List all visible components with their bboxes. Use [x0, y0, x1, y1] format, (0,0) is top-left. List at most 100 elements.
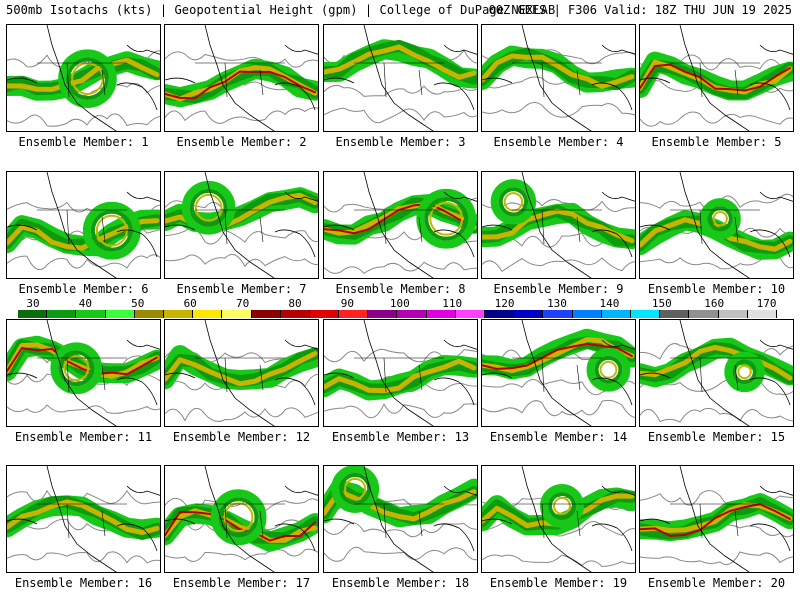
- map-plot: [324, 320, 477, 426]
- jet-core: [165, 351, 318, 387]
- closed-low-ring: [490, 179, 537, 225]
- coastline: [640, 320, 793, 426]
- ensemble-member-label: Ensemble Member: 7: [176, 282, 307, 296]
- colorbar-tick-label: 160: [704, 297, 725, 310]
- height-contour: [324, 107, 477, 124]
- closed-low-ring: [424, 196, 469, 241]
- closed-low-ring: [223, 502, 254, 533]
- closed-low-ring: [331, 466, 380, 513]
- ensemble-member-label: Ensemble Member: 9: [493, 282, 624, 296]
- country-border: [512, 503, 602, 539]
- ensemble-panel: [481, 171, 636, 279]
- closed-low-ring: [344, 477, 367, 500]
- height-contour: [165, 548, 318, 562]
- map-plot: [324, 25, 477, 131]
- height-contour: [7, 404, 160, 414]
- jet-max: [640, 503, 791, 537]
- colorbar-tick-label: 120: [494, 297, 515, 310]
- map-plot: [482, 172, 635, 278]
- closed-low-ring: [63, 355, 90, 382]
- ensemble-member-label: Ensemble Member: 5: [651, 135, 782, 149]
- colorbar-tick-label: 80: [288, 297, 302, 310]
- colorbar-segment: [18, 310, 48, 318]
- ensemble-panel: [6, 319, 161, 427]
- map-plot: [324, 172, 477, 278]
- closed-low-ring: [737, 364, 752, 380]
- ensemble-panel: [639, 465, 794, 573]
- ensemble-panel: [6, 465, 161, 573]
- coastline: [7, 172, 160, 278]
- map-plot: [482, 466, 635, 572]
- ensemble-panel: [164, 465, 319, 573]
- height-contour: [165, 227, 318, 245]
- closed-low-ring: [58, 350, 95, 387]
- country-border: [37, 209, 127, 245]
- ensemble-member-label: Ensemble Member: 20: [647, 576, 786, 590]
- coastline: [324, 172, 477, 278]
- chart-title: 500mb Isotachs (kts) | Geopotential Heig…: [6, 3, 556, 17]
- colorbar-segment: [455, 310, 485, 318]
- jet-stream: [165, 345, 318, 391]
- coastline: [165, 25, 318, 131]
- colorbar-tick-label: 140: [599, 297, 620, 310]
- colorbar-segment: [660, 310, 690, 318]
- closed-low-ring: [498, 187, 529, 217]
- ensemble-panel: [323, 24, 478, 132]
- height-contour: [7, 254, 160, 271]
- jet-core: [324, 44, 477, 80]
- closed-low-ring: [586, 347, 631, 392]
- coastline: [7, 25, 160, 131]
- jet-stream: [324, 355, 477, 401]
- jet-core: [7, 57, 160, 92]
- colorbar-segment: [601, 310, 631, 318]
- country-border: [354, 357, 444, 393]
- ensemble-panel: [639, 171, 794, 279]
- ensemble-member-label: Ensemble Member: 14: [489, 430, 628, 444]
- map-plot: [482, 25, 635, 131]
- height-contour: [324, 84, 477, 97]
- ensemble-member-label: Ensemble Member: 6: [18, 282, 149, 296]
- coastline: [7, 466, 160, 572]
- closed-low-ring: [416, 188, 477, 249]
- height-contour: [165, 51, 318, 68]
- closed-low-ring: [699, 198, 741, 240]
- height-contour: [324, 403, 477, 419]
- country-border: [37, 503, 127, 539]
- colorbar-tick-label: 110: [442, 297, 463, 310]
- colorbar-segment: [514, 310, 544, 318]
- ensemble-member-label: Ensemble Member: 12: [172, 430, 311, 444]
- colorbar-segment: [47, 310, 77, 318]
- colorbar-tick-label: 90: [340, 297, 355, 310]
- colorbar-bar: [18, 310, 777, 318]
- ensemble-panel: [164, 24, 319, 132]
- height-contour: [7, 489, 160, 505]
- coastline: [482, 320, 635, 426]
- colorbar-segment: [485, 310, 515, 318]
- ensemble-member-label: Ensemble Member: 18: [331, 576, 470, 590]
- country-border: [670, 503, 760, 539]
- ensemble-panel: [481, 465, 636, 573]
- ensemble-member-label: Ensemble Member: 19: [489, 576, 628, 590]
- country-border: [195, 503, 285, 539]
- jet-stream: [640, 337, 793, 388]
- closed-low-ring: [95, 214, 128, 247]
- colorbar-segment: [397, 310, 427, 318]
- ensemble-member-label: Ensemble Member: 3: [335, 135, 466, 149]
- height-contour: [482, 257, 635, 273]
- map-plot: [640, 25, 793, 131]
- closed-low-ring: [189, 188, 228, 227]
- ensemble-member-label: Ensemble Member: 16: [14, 576, 153, 590]
- jet-stream: [640, 493, 793, 542]
- ensemble-member-label: Ensemble Member: 15: [647, 430, 786, 444]
- colorbar-segment: [222, 310, 252, 318]
- closed-low-ring: [82, 201, 141, 260]
- colorbar-segment: [193, 310, 223, 318]
- map-plot: [7, 172, 160, 278]
- closed-low-ring: [194, 193, 223, 222]
- jet-stream: [324, 194, 477, 245]
- jet-stream: [165, 503, 318, 552]
- ensemble-panel: [323, 319, 478, 427]
- height-contour: [165, 253, 318, 268]
- country-border: [195, 209, 285, 245]
- colorbar-tick-label: 100: [389, 297, 410, 310]
